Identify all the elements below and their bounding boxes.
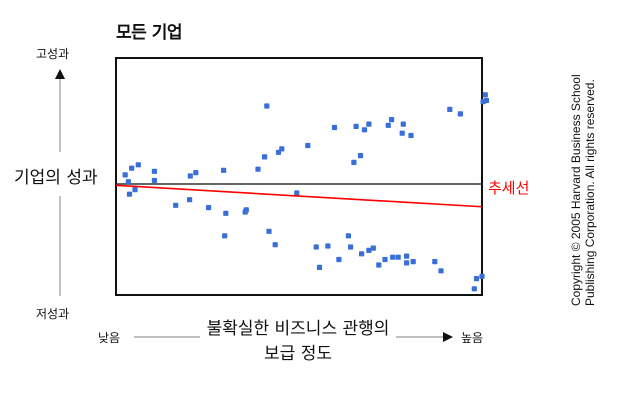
data-point (345, 233, 351, 239)
x-axis-high-label: 높음 (461, 331, 484, 345)
data-point (222, 233, 228, 239)
data-point (438, 268, 444, 274)
data-point (305, 142, 311, 149)
data-point (122, 172, 128, 178)
data-point (193, 170, 199, 176)
data-point (471, 286, 477, 292)
plot-frame (115, 57, 483, 296)
data-point (313, 244, 319, 250)
data-point (151, 168, 157, 174)
data-point (395, 254, 401, 260)
data-point (366, 121, 372, 127)
data-point (404, 253, 410, 259)
data-point (206, 205, 212, 211)
data-point (221, 167, 227, 173)
y-axis-low-label: 저성과 (36, 307, 70, 321)
trend-line-label: 추세선 (488, 179, 530, 197)
data-point (385, 122, 391, 128)
data-point (325, 243, 331, 249)
data-point (473, 276, 480, 282)
data-point (264, 103, 270, 109)
data-point (457, 111, 463, 117)
copyright-notice: Copyright © 2005 Harvard Business School… (569, 74, 597, 306)
data-point (294, 190, 300, 196)
data-point (399, 130, 405, 136)
data-point (353, 123, 359, 129)
data-point (272, 242, 278, 248)
data-point (262, 154, 268, 160)
data-point (404, 260, 410, 266)
data-point (279, 146, 285, 152)
data-point (366, 247, 372, 253)
y-axis-label: 기업의 성과 (14, 168, 98, 188)
data-point (376, 262, 382, 268)
data-point (151, 177, 157, 184)
data-point (125, 179, 131, 185)
x-axis-label: 불확실한 비즈니스 관행의 보급 정도 (200, 317, 396, 367)
data-point (348, 244, 354, 250)
data-point (389, 117, 395, 123)
data-point (370, 245, 376, 251)
data-point (173, 202, 179, 208)
data-point (382, 256, 388, 263)
data-point (187, 197, 193, 203)
chart-title: 모든 기업 (116, 23, 182, 43)
data-point (336, 256, 342, 263)
data-point (331, 124, 338, 131)
y-axis-high-label: 고성과 (36, 47, 70, 61)
data-point (357, 153, 364, 159)
data-point (187, 173, 193, 179)
data-point (316, 264, 323, 270)
data-point (479, 273, 485, 279)
data-point (132, 187, 138, 193)
data-point (483, 97, 489, 104)
data-point (482, 92, 488, 98)
data-point (359, 251, 365, 257)
copyright-line-1: Copyright © 2005 Harvard Business School (569, 74, 583, 306)
data-point (126, 191, 133, 197)
data-point (361, 127, 368, 133)
data-point (266, 228, 272, 234)
data-point (390, 254, 396, 260)
data-point (255, 166, 261, 172)
data-point (243, 207, 249, 213)
data-point (135, 162, 141, 168)
copyright-line-2: Publishing Corporation. All rights reser… (583, 79, 597, 306)
data-point (129, 165, 135, 171)
data-point (223, 210, 229, 216)
data-point (410, 259, 416, 265)
data-point (408, 132, 414, 139)
x-axis-low-label: 낮음 (98, 331, 121, 345)
data-point (400, 121, 406, 127)
data-point (351, 159, 357, 165)
trend-line (115, 184, 483, 208)
data-points (122, 92, 489, 292)
data-point (447, 106, 453, 112)
data-point (432, 259, 438, 265)
